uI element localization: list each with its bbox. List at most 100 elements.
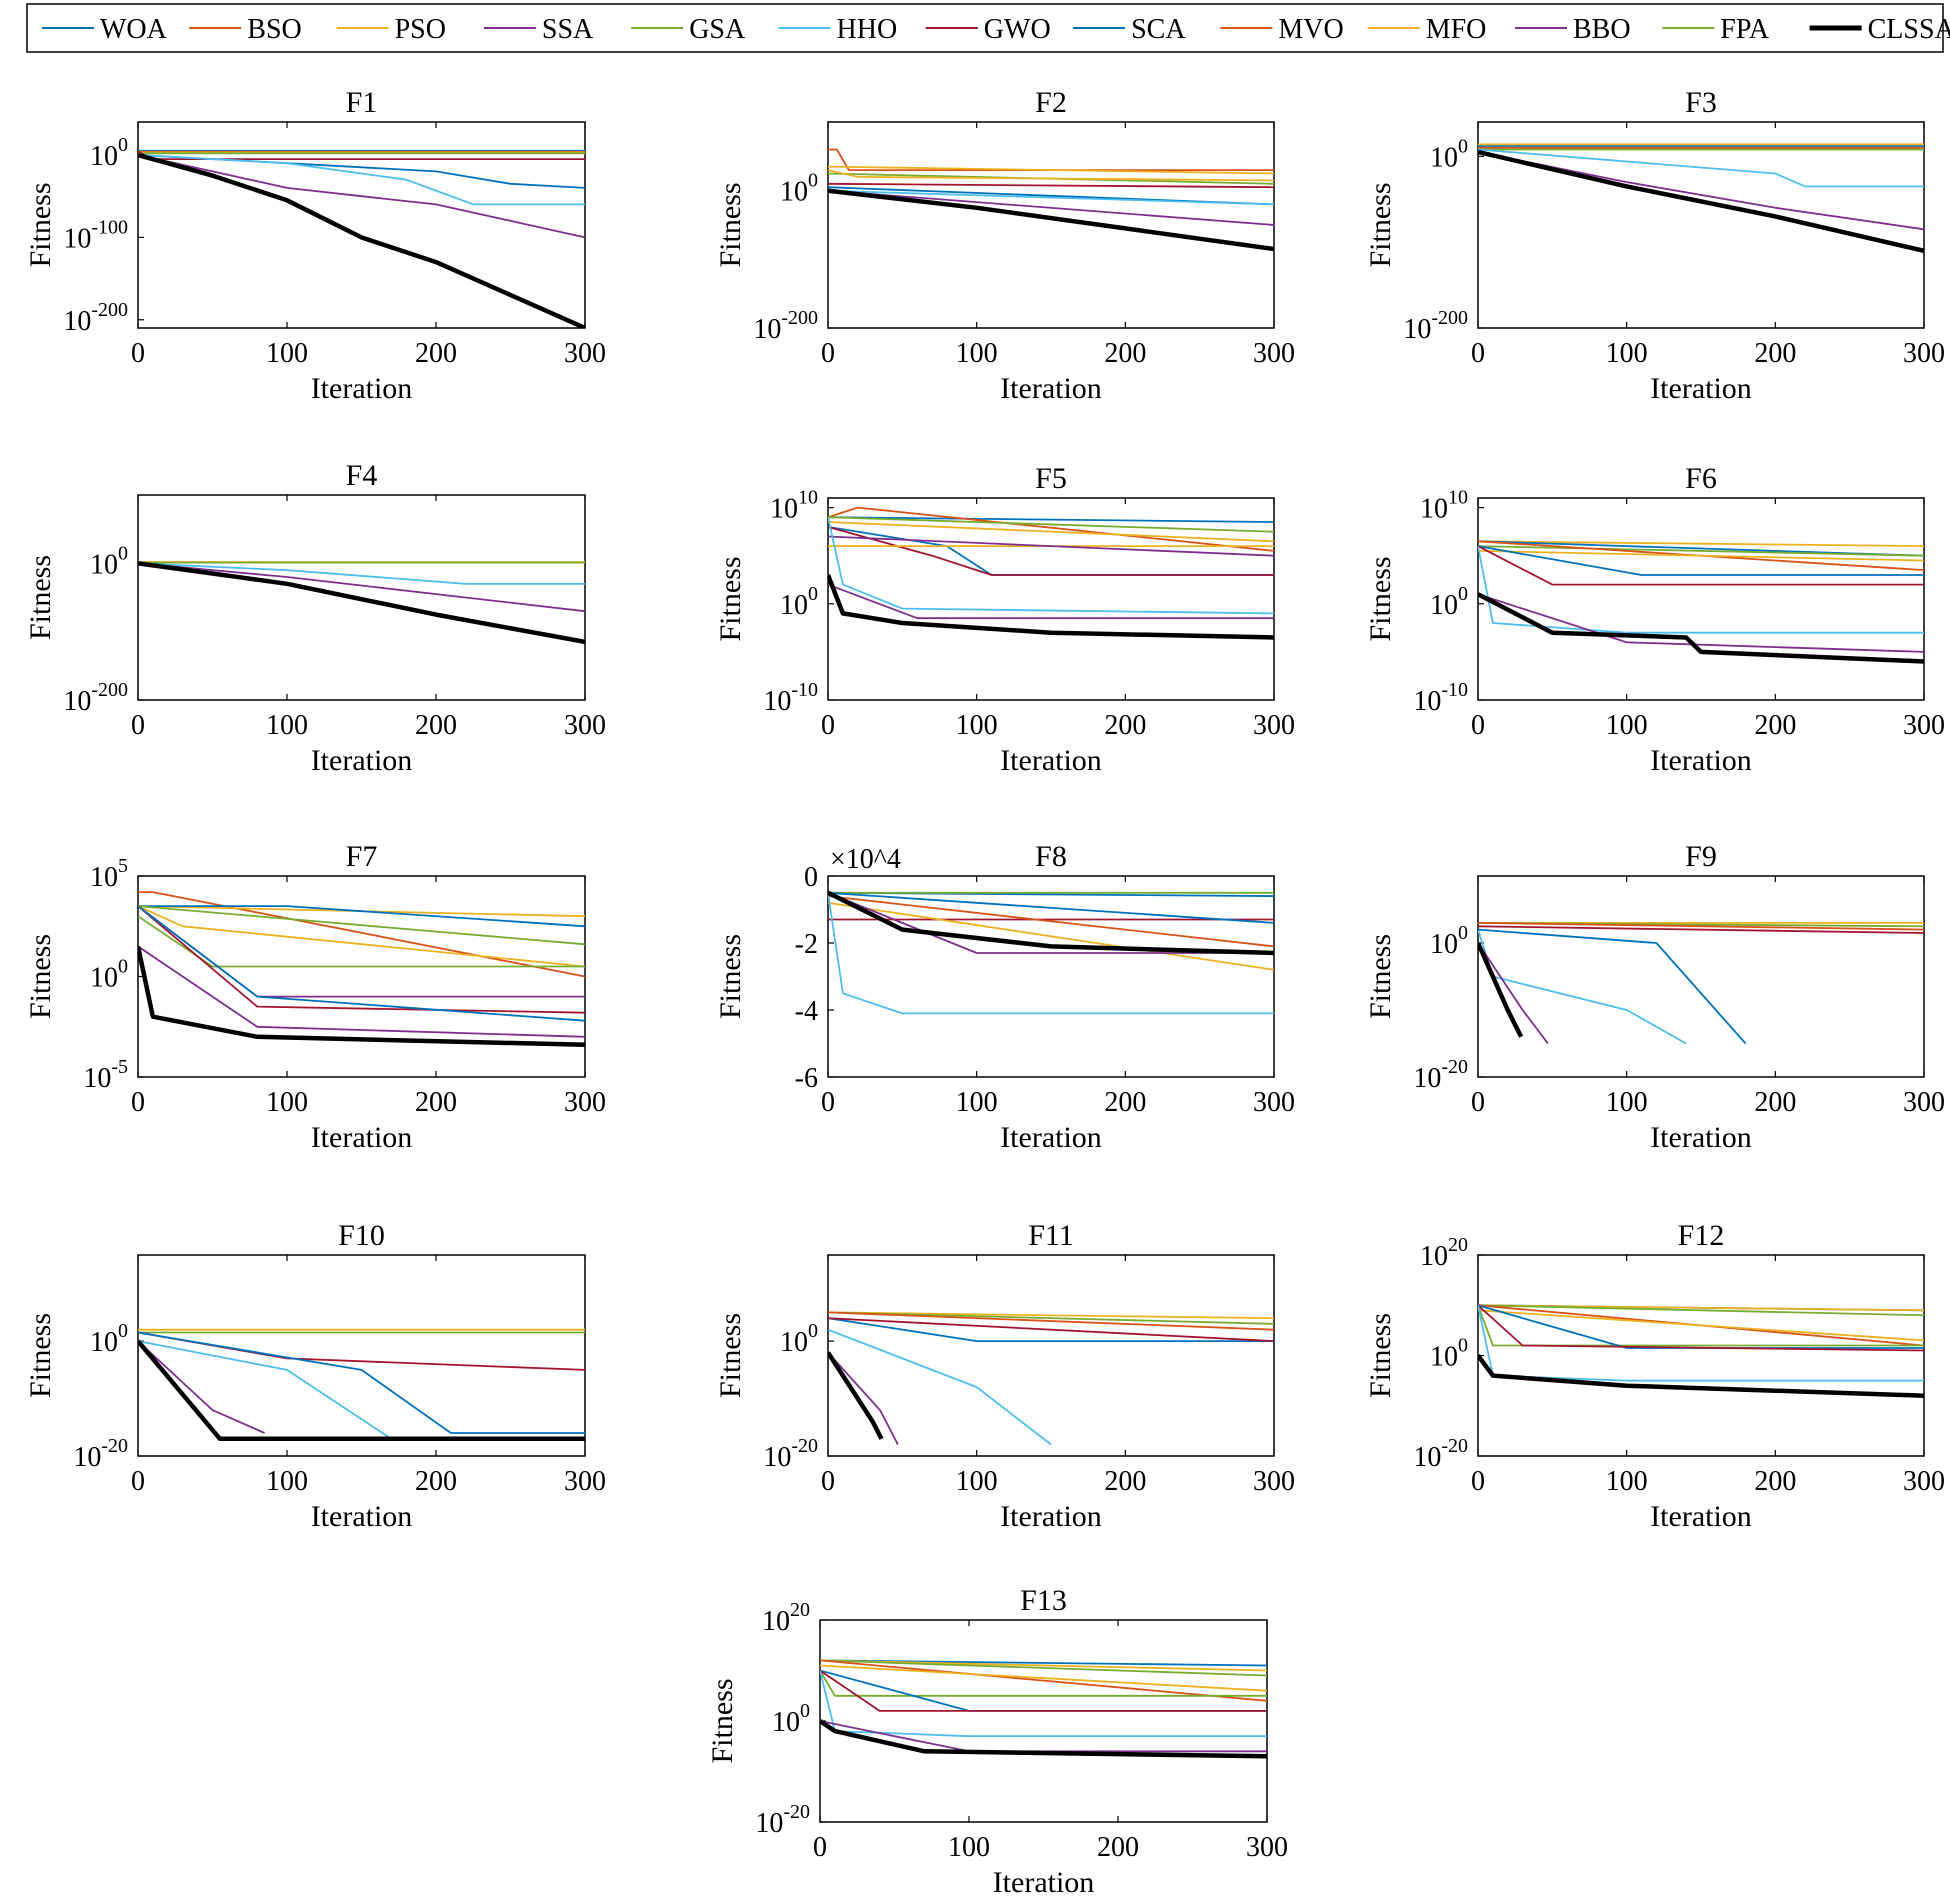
series-line-gwo: [828, 182, 1274, 189]
series-group: [1478, 922, 1924, 1045]
y-axis-label: Fitness: [24, 1313, 57, 1398]
y-tick-label: 100: [1430, 583, 1468, 621]
x-tick-label: 200: [1754, 338, 1796, 369]
plot-area: [827, 121, 1275, 329]
x-axis-label: Iteration: [993, 1866, 1095, 1899]
x-tick-label: 200: [415, 1087, 457, 1118]
y-tick-label: 10-20: [763, 1435, 818, 1473]
y-tick-exponent: 10: [1448, 487, 1468, 509]
series-line-hho: [828, 189, 1274, 206]
x-tick-label: 300: [1253, 338, 1295, 369]
y-tick-label: 1010: [1420, 487, 1468, 525]
x-tick-label: 300: [1246, 1832, 1288, 1863]
y-tick-base: 10: [780, 177, 808, 208]
series-line-bbo: [138, 1340, 265, 1434]
y-tick-exponent: -20: [101, 1435, 128, 1457]
series-group: [1478, 143, 1924, 253]
series-group: [820, 1659, 1267, 1759]
series-line-sca: [1478, 928, 1747, 1045]
x-tick-label: 100: [1606, 710, 1648, 741]
x-tick-label: 100: [956, 1466, 998, 1497]
x-tick-label: 300: [1253, 1466, 1295, 1497]
y-tick-base: 10: [772, 1707, 800, 1738]
y-tick-base: 10: [1420, 494, 1448, 525]
panel-title: F2: [1035, 86, 1067, 119]
series-line-gwo: [828, 1317, 1274, 1342]
x-axis-label: Iteration: [1000, 1121, 1102, 1154]
legend-label-mvo: MVO: [1278, 14, 1343, 45]
x-tick-label: 200: [1754, 1466, 1796, 1497]
y-tick-exponent: -10: [791, 679, 818, 701]
x-tick-label: 0: [1471, 338, 1485, 369]
y-tick-exponent: 0: [808, 1320, 818, 1342]
y-tick-base: 10: [90, 141, 118, 172]
y-axis-label: Fitness: [24, 555, 57, 640]
x-tick-label: 100: [266, 1087, 308, 1118]
x-tick-label: 0: [821, 1466, 835, 1497]
x-tick-label: 100: [948, 1832, 990, 1863]
y-tick-label: 100: [90, 956, 128, 994]
y-tick-label: 1010: [770, 487, 818, 525]
y-tick-base: 10: [73, 1442, 101, 1473]
series-line-mfo: [1478, 550, 1924, 562]
y-tick-base: 10: [780, 590, 808, 621]
series-line-sca: [828, 891, 1274, 924]
y-tick-base: 10: [1430, 590, 1458, 621]
plot-area: [819, 1619, 1268, 1823]
series-line-bbo: [1478, 593, 1924, 653]
series-group: [138, 1328, 585, 1442]
series-group: [138, 561, 585, 645]
y-tick-label: 10-20: [1413, 1435, 1468, 1473]
plot-area: [1477, 1254, 1925, 1457]
y-tick-label: 10-20: [755, 1801, 810, 1839]
panel-title: F3: [1685, 86, 1717, 119]
series-line-sca: [1478, 545, 1924, 576]
x-tick-label: 300: [564, 1087, 606, 1118]
y-tick-base: 10: [90, 963, 118, 994]
y-tick-exponent: 5: [118, 855, 128, 877]
x-axis-label: Iteration: [311, 1121, 413, 1154]
panel-title: F5: [1035, 462, 1067, 495]
x-tick-label: 200: [415, 710, 457, 741]
x-tick-label: 100: [956, 1087, 998, 1118]
series-line-gwo: [1478, 545, 1924, 586]
panel-title: F12: [1678, 1219, 1725, 1252]
y-tick-label: 100: [1430, 1335, 1468, 1373]
x-tick-label: 300: [564, 710, 606, 741]
panel-title: F8: [1035, 840, 1067, 873]
series-line-fpa: [1478, 1304, 1924, 1347]
series-line-hho: [828, 892, 1274, 1015]
series-line-pso: [828, 521, 1274, 543]
y-tick-label: 10-10: [1413, 679, 1468, 717]
series-line-gsa: [1478, 1304, 1924, 1317]
series-group: [1478, 1304, 1924, 1398]
x-tick-label: 100: [1606, 1087, 1648, 1118]
panel-f1: F10 100 200 30010010-10010-200IterationFitn…: [24, 86, 606, 405]
series-line-hho: [138, 1340, 392, 1440]
y-tick-label: 10-200: [63, 679, 128, 717]
y-tick-base: 10: [1403, 314, 1431, 345]
y-tick-base: 10: [63, 306, 91, 337]
series-line-gsa: [820, 1659, 1267, 1677]
x-axis-label: Iteration: [1000, 372, 1102, 405]
legend-label-sca: SCA: [1131, 14, 1186, 45]
legend-label-woa: WOA: [100, 14, 168, 45]
y-tick-base: 10: [90, 549, 118, 580]
y-tick-exponent: -100: [91, 216, 128, 238]
plot-area: [137, 1254, 586, 1457]
plot-area: [1477, 497, 1925, 701]
x-tick-label: 200: [1104, 710, 1146, 741]
y-tick-exponent: -20: [1441, 1056, 1468, 1078]
legend-label-bbo: BBO: [1573, 14, 1631, 45]
x-tick-label: 0: [821, 710, 835, 741]
series-line-gsa: [828, 1311, 1274, 1325]
x-tick-label: 300: [564, 338, 606, 369]
x-tick-label: 0: [131, 1087, 145, 1118]
series-group: [828, 506, 1274, 640]
legend: WOA BSO PSO SSA GSA HHO GWO SCA MVO MFO BBO FPA CLSS…: [26, 3, 1950, 53]
x-axis-label: Iteration: [311, 1500, 413, 1533]
series-line-clssa: [828, 1351, 884, 1440]
series-line-mvo: [820, 1659, 1267, 1702]
